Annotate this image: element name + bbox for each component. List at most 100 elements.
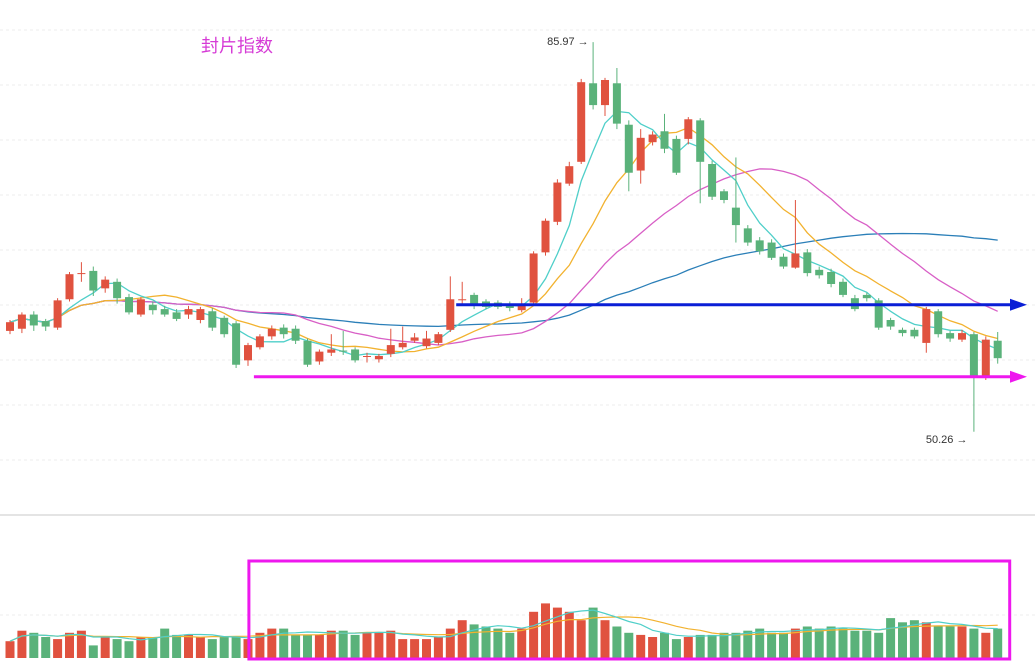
volume-bar xyxy=(624,632,634,658)
volume-bar xyxy=(600,620,610,658)
volume-bar xyxy=(291,634,301,658)
volume-ma10-line xyxy=(9,616,998,642)
volume-bar xyxy=(945,626,955,658)
candle-body xyxy=(315,351,324,362)
volume-bar xyxy=(326,630,336,658)
candle-body xyxy=(648,134,657,143)
candle-body xyxy=(803,252,812,274)
candle-body xyxy=(553,182,562,222)
volume-bar xyxy=(29,632,39,658)
volume-bar xyxy=(909,620,919,658)
volume-bar xyxy=(41,637,51,658)
candle-body xyxy=(827,272,836,284)
volume-bar xyxy=(826,626,836,658)
volume-bar xyxy=(933,626,943,658)
volume-bar xyxy=(921,622,931,658)
volume-bar xyxy=(374,632,384,658)
volume-moving-average-lines xyxy=(9,609,998,642)
candle-body xyxy=(101,279,110,289)
volume-bar xyxy=(314,634,324,658)
candle-body xyxy=(636,137,645,171)
volume-bar xyxy=(541,603,550,658)
candle-body xyxy=(934,311,943,335)
volume-bar xyxy=(53,639,63,658)
high-price-annotation: 85.97 → xyxy=(547,36,589,49)
candle-body xyxy=(327,349,336,353)
candle-body xyxy=(220,317,229,335)
volume-bar xyxy=(338,630,348,658)
volume-bar xyxy=(481,626,491,658)
volume-highlight-box xyxy=(247,559,1012,661)
candle-body xyxy=(363,356,371,357)
volume-bar xyxy=(862,630,872,658)
volume-bar xyxy=(529,611,539,658)
volume-bar xyxy=(898,622,907,658)
candle-body xyxy=(993,340,1002,359)
candle-body xyxy=(89,270,98,291)
volume-bar xyxy=(505,632,515,658)
candle-body xyxy=(208,311,217,328)
candle-body xyxy=(398,342,407,348)
candle-body xyxy=(386,345,395,354)
candle-body xyxy=(505,305,514,308)
candle-body xyxy=(196,309,205,320)
volume-bar xyxy=(588,607,598,658)
volume-bar xyxy=(755,628,765,658)
candle-body xyxy=(958,333,966,340)
volume-bar xyxy=(219,637,229,658)
candle-body xyxy=(232,323,241,365)
candle-body xyxy=(922,309,931,343)
volume-bar xyxy=(957,626,967,658)
volume-bar xyxy=(969,628,979,658)
candle-body xyxy=(577,82,586,162)
moving-average-lines xyxy=(9,110,998,357)
candle-body xyxy=(517,304,526,311)
candle-series xyxy=(6,42,1002,432)
support_line-arrow xyxy=(1010,370,1027,383)
volume-bar xyxy=(576,620,586,658)
volume-bar xyxy=(660,632,669,658)
candle-body xyxy=(184,309,193,315)
volume-bar xyxy=(362,632,372,658)
candle-body xyxy=(148,304,157,311)
candle-body xyxy=(446,299,455,330)
candle-body xyxy=(291,328,300,341)
volume-bar xyxy=(398,639,408,658)
volume-bar xyxy=(695,634,705,658)
candle-body xyxy=(886,320,895,327)
volume-bar xyxy=(552,607,562,658)
candle-body xyxy=(946,333,955,339)
candle-body xyxy=(839,281,847,295)
volume-bar xyxy=(850,630,860,658)
volume-bar xyxy=(124,641,134,658)
volume-bar xyxy=(172,634,182,658)
candle-body xyxy=(29,314,38,326)
volume-bar xyxy=(719,632,729,658)
volume-bar xyxy=(779,632,788,658)
volume-bar xyxy=(386,630,396,658)
candle-body xyxy=(779,256,788,267)
volume-bar xyxy=(517,628,527,658)
candle-body xyxy=(743,228,752,243)
volume-bar xyxy=(469,624,479,658)
candle-body xyxy=(113,281,122,299)
candle-body xyxy=(434,334,443,343)
volume-bar xyxy=(707,634,717,658)
volume-bar xyxy=(981,632,991,658)
volume-bar xyxy=(743,630,753,658)
volume-bar xyxy=(790,628,800,658)
candle-body xyxy=(898,329,907,334)
candle-body xyxy=(601,80,609,106)
candle-body xyxy=(708,164,717,197)
volume-bar xyxy=(279,628,289,658)
candle-body xyxy=(791,253,800,268)
volume-bar xyxy=(65,632,74,658)
candle-body xyxy=(529,253,538,303)
volume-bar xyxy=(136,637,146,658)
candle-body xyxy=(589,83,598,106)
volume-bar xyxy=(350,634,360,658)
candle-body xyxy=(6,322,14,331)
volume-bar xyxy=(564,611,574,658)
volume-bar xyxy=(874,632,884,658)
